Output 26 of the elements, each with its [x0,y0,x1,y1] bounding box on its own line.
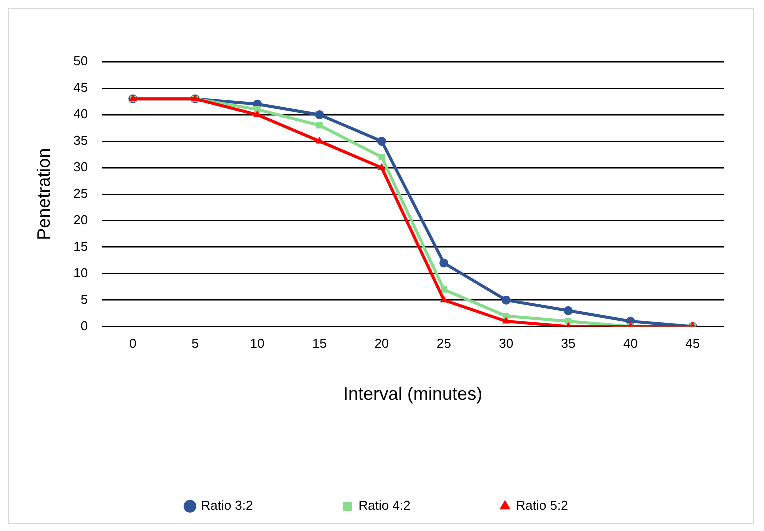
y-tick-label: 5 [80,292,88,307]
x-tick-label: 25 [436,336,452,352]
x-tick-label: 20 [374,336,390,352]
y-tick-label: 25 [74,186,88,201]
x-tick-label: 30 [499,336,514,352]
legend-label: Ratio 4:2 [358,498,411,514]
x-tick-label: 45 [686,336,700,352]
x-tick-label: 15 [312,336,327,352]
y-tick-label: 30 [74,160,88,174]
y-tick-label: 10 [74,265,88,280]
x-tick-label: 5 [192,336,199,352]
y-tick-label: 50 [74,54,88,69]
x-tick-label: 10 [250,336,265,352]
x-tick-label: 35 [561,336,576,352]
y-tick-label: 45 [74,80,88,96]
legend-label: Ratio 3:2 [201,498,254,514]
x-tick-label: 40 [623,336,638,352]
y-tick-label: 35 [74,133,88,148]
y-tick-label: 40 [74,106,88,122]
x-tick-label: 0 [130,336,137,352]
x-axis-title: Interval (minutes) [344,384,483,404]
y-axis-title: Penetration [34,148,54,240]
y-tick-label: 20 [74,212,88,228]
y-tick-label: 15 [74,238,88,254]
y-tick-label: 0 [80,318,88,334]
legend-label: Ratio 5:2 [516,498,568,514]
